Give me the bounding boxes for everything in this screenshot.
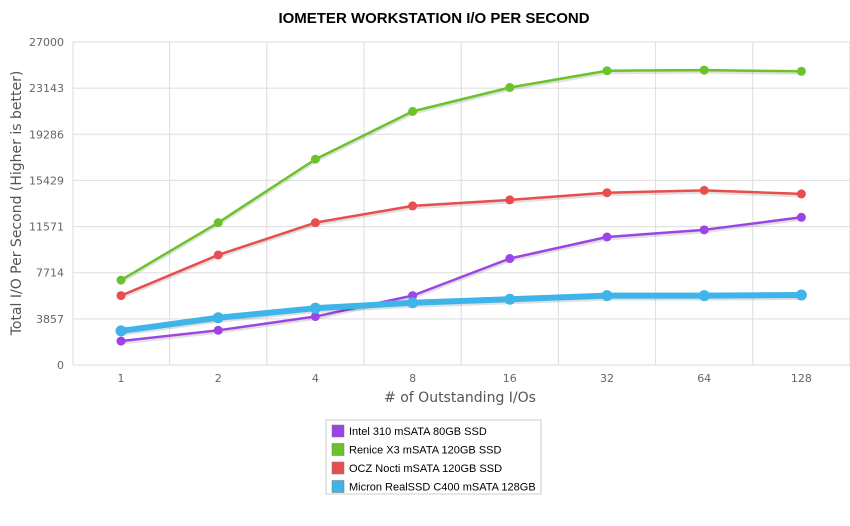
series-line-shadow [120, 190, 802, 299]
series-line [120, 216, 802, 343]
x-axis-ticks: 1 2 4 8 16 32 64 128 [118, 372, 812, 385]
data-point [310, 312, 320, 322]
data-point [699, 65, 709, 75]
legend-box [325, 419, 542, 495]
data-point [699, 225, 709, 235]
data-point [602, 188, 612, 198]
data-point [309, 302, 321, 314]
legend: Intel 310 mSATA 80GB SSD Renice X3 mSATA … [325, 419, 542, 495]
data-point [698, 290, 710, 302]
x-tick-label: 64 [697, 372, 711, 385]
data-point [796, 189, 806, 199]
x-axis-label: # of Outstanding I/Os [384, 390, 536, 406]
data-point [407, 297, 419, 309]
x-tick-label: 1 [118, 372, 125, 385]
data-point [213, 218, 223, 228]
data-point [505, 254, 515, 264]
series-line [120, 292, 802, 334]
y-tick-label: 7714 [36, 267, 64, 280]
y-axis-label: Total I/O Per Second (Higher is better) [9, 71, 25, 337]
y-tick-label: 27000 [29, 36, 64, 49]
series-3 [115, 289, 807, 337]
x-tick-label: 2 [215, 372, 222, 385]
series-2 [116, 185, 806, 301]
y-tick-label: 0 [57, 359, 64, 372]
legend-label: Renice X3 mSATA 120GB SSD [349, 445, 501, 457]
legend-label: Micron RealSSD C400 mSATA 128GB [349, 482, 536, 494]
series-line [120, 68, 802, 282]
legend-swatch [331, 461, 345, 475]
y-tick-label: 11571 [29, 221, 64, 234]
data-point [602, 232, 612, 242]
legend-swatch [331, 443, 345, 456]
data-point [116, 275, 126, 285]
data-point [601, 290, 613, 302]
data-point [505, 195, 515, 205]
data-point [116, 336, 126, 346]
data-point [505, 82, 515, 92]
data-point [795, 289, 807, 301]
series-line [120, 189, 802, 297]
data-point [213, 325, 223, 335]
y-tick-label: 15429 [29, 174, 64, 187]
series-layer [115, 65, 807, 346]
data-point [796, 66, 806, 76]
data-point [408, 201, 418, 211]
x-tick-label: 8 [409, 372, 416, 385]
data-point [310, 218, 320, 228]
series-1 [116, 65, 806, 285]
data-point [115, 325, 127, 337]
y-tick-label: 23143 [29, 82, 64, 95]
data-point [699, 185, 709, 195]
data-point [408, 106, 418, 116]
y-tick-label: 3857 [36, 313, 64, 326]
y-tick-label: 19286 [29, 128, 64, 141]
x-tick-label: 32 [600, 372, 614, 385]
x-tick-label: 16 [503, 372, 517, 385]
data-point [213, 250, 223, 260]
y-axis-ticks: 0 3857 7714 11571 15429 19286 23143 27000 [29, 36, 64, 372]
data-point [310, 154, 320, 164]
x-tick-label: 128 [791, 372, 812, 385]
series-line-shadow [120, 217, 802, 345]
x-tick-label: 4 [312, 372, 319, 385]
legend-swatch [331, 480, 345, 493]
chart-title: IOMETER WORKSTATION I/O PER SECOND [278, 10, 589, 27]
data-point [796, 212, 806, 222]
data-point [212, 312, 224, 324]
legend-swatch [331, 424, 345, 438]
data-point [602, 66, 612, 76]
legend-label: Intel 310 mSATA 80GB SSD [349, 426, 487, 438]
data-point [504, 293, 516, 305]
series-line-shadow [120, 70, 802, 284]
legend-label: OCZ Nocti mSATA 120GB SSD [349, 463, 502, 475]
data-point [116, 291, 126, 301]
